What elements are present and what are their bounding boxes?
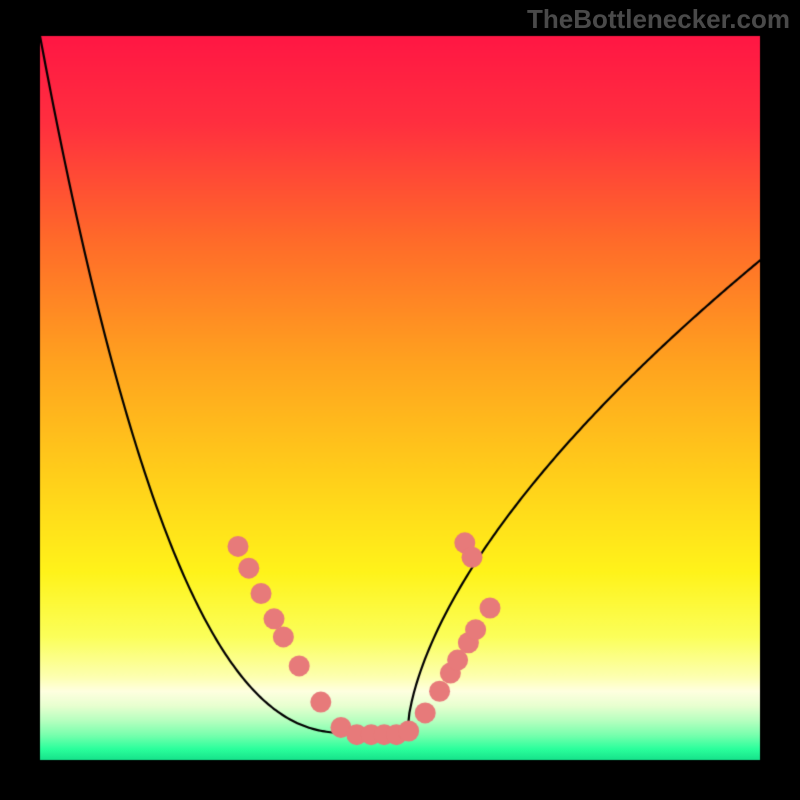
chart-stage: TheBottlenecker.com [0, 0, 800, 800]
bottleneck-curve-plot [0, 0, 800, 800]
